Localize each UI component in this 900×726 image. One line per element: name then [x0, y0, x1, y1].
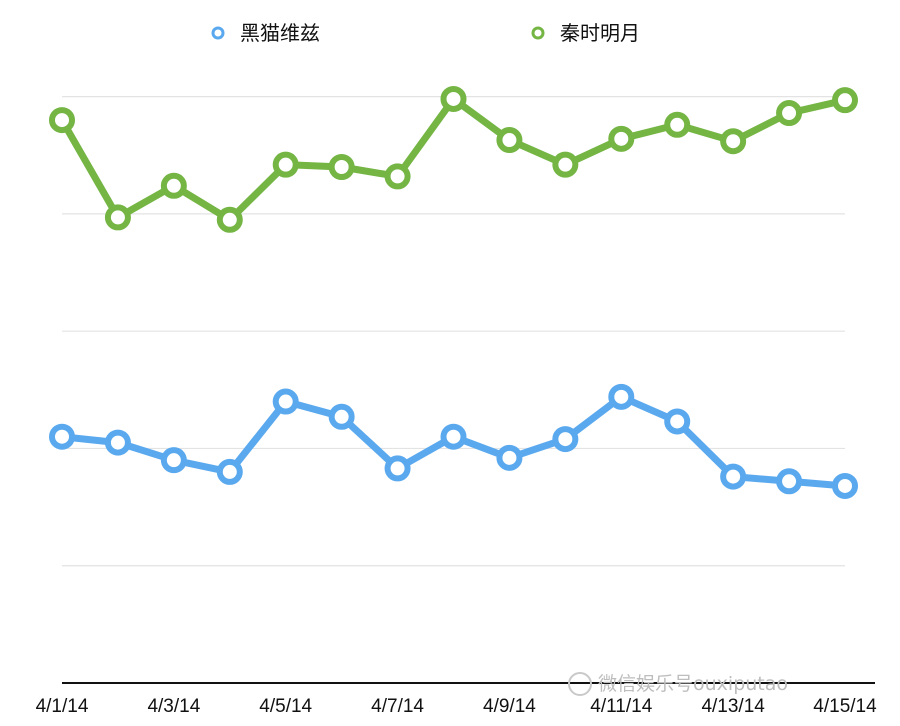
- x-tick-label-8: 4/15/14: [813, 696, 877, 717]
- x-tick-label-3: 4/5/14: [259, 696, 312, 717]
- series-2-point-8: [440, 85, 467, 112]
- series-1-point-6: [328, 403, 355, 430]
- series-1-point-15: [832, 472, 858, 499]
- series-2-point-2: [104, 204, 131, 231]
- x-tick-label-7: 4/13/14: [701, 696, 765, 717]
- series-1-point-10: [552, 426, 579, 453]
- legend-item-series-2: 秦时明月: [531, 21, 640, 45]
- series-1: [49, 383, 858, 499]
- series-2-point-14: [776, 100, 803, 127]
- series-1-point-5: [272, 388, 299, 415]
- series-2: [49, 85, 858, 233]
- series-1-point-13: [720, 463, 747, 490]
- series-2-point-6: [328, 154, 355, 180]
- x-tick-label-4: 4/7/14: [371, 696, 424, 717]
- legend-label-series-1: 黑猫维兹: [240, 21, 320, 45]
- series-2-point-7: [384, 163, 411, 190]
- watermark-text: 微信娱乐号ouxiputao: [598, 673, 788, 695]
- gridlines: [62, 96, 845, 567]
- x-tick-label-2: 4/3/14: [147, 696, 200, 717]
- x-tick-label-1: 4/1/14: [36, 696, 89, 717]
- legend: 黑猫维兹 秦时明月: [211, 21, 640, 45]
- series-2-point-10: [552, 151, 579, 178]
- x-tick-label-5: 4/9/14: [483, 696, 536, 717]
- series-2-point-11: [608, 125, 635, 152]
- watermark: 微信娱乐号ouxiputao: [568, 672, 788, 696]
- series-2-point-5: [272, 151, 299, 178]
- series-1-point-11: [608, 383, 635, 410]
- series-2-point-15: [832, 87, 858, 114]
- series-1-point-3: [160, 447, 187, 474]
- legend-marker-series-1: [211, 26, 225, 40]
- series-2-point-4: [216, 206, 243, 233]
- series-1-point-8: [440, 423, 467, 450]
- series-1-point-9: [496, 444, 523, 471]
- series-layer: [49, 85, 858, 499]
- series-2-point-13: [720, 128, 747, 155]
- series-1-point-12: [664, 408, 691, 435]
- series-2-line: [58, 95, 849, 224]
- legend-label-series-2: 秦时明月: [560, 21, 640, 45]
- series-2-point-9: [496, 127, 523, 154]
- wechat-icon: [568, 672, 592, 696]
- series-1-point-7: [384, 455, 411, 482]
- series-1-point-4: [216, 458, 243, 485]
- series-2-point-12: [664, 111, 691, 138]
- legend-item-series-1: 黑猫维兹: [211, 21, 320, 45]
- series-1-point-1: [49, 423, 75, 450]
- x-axis-tick-labels: 4/1/14 4/3/14 4/5/14 4/7/14 4/9/14 4/11/14 4/1…: [36, 696, 878, 717]
- series-2-point-3: [160, 172, 187, 199]
- series-1-point-14: [776, 468, 803, 495]
- series-1-point-2: [104, 429, 131, 456]
- series-2-point-1: [49, 107, 75, 134]
- x-tick-label-6: 4/11/14: [590, 696, 652, 717]
- legend-marker-series-2: [531, 26, 545, 40]
